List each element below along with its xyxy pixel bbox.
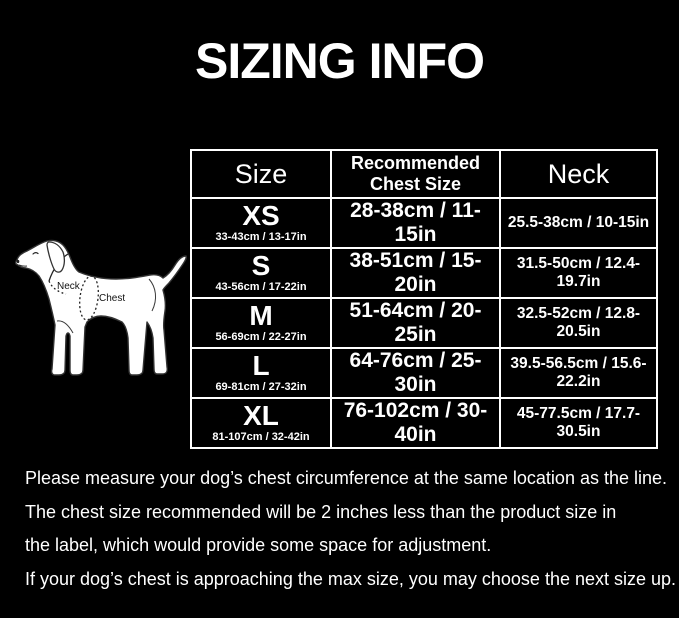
dog-measurement-illustration: Neck Chest	[13, 239, 189, 380]
note-line: If your dog’s chest is approaching the m…	[25, 568, 677, 589]
measurement-notes: Please measure your dog’s chest circumfe…	[25, 462, 677, 596]
size-cell: XL 81-107cm / 32-42in	[190, 397, 332, 449]
dog-thigh-line	[148, 278, 157, 312]
size-cell: S 43-56cm / 17-22in	[190, 247, 332, 299]
dog-shoulder-line	[56, 320, 74, 334]
table-row-m: M 56-69cm / 22-27in 51-64cm / 20-25in 32…	[190, 297, 658, 349]
dog-eye	[32, 252, 39, 255]
size-value: XL	[243, 400, 279, 431]
neck-cell: 45-77.5cm / 17.7-30.5in	[499, 397, 658, 449]
size-range: 33-43cm / 13-17in	[215, 231, 307, 243]
size-range: 43-56cm / 17-22in	[215, 281, 307, 293]
table-header-row: Size Recommended Chest Size Neck	[190, 149, 658, 199]
table-row-xs: XS 33-43cm / 13-17in 28-38cm / 11-15in 2…	[190, 197, 658, 249]
neck-cell: 31.5-50cm / 12.4-19.7in	[499, 247, 658, 299]
chest-cell: 76-102cm / 30-40in	[330, 397, 501, 449]
note-line: Please measure your dog’s chest circumfe…	[25, 468, 668, 488]
dog-ear	[46, 241, 66, 273]
neck-cell: 39.5-56.5cm / 15.6-22.2in	[499, 347, 658, 399]
header-size: Size	[190, 149, 332, 199]
dog-illustration-svg: Neck Chest	[14, 239, 187, 376]
table-row-l: L 69-81cm / 27-32in 64-76cm / 25-30in 39…	[190, 347, 658, 399]
size-range: 56-69cm / 22-27in	[215, 331, 307, 343]
neck-cell: 32.5-52cm / 12.8-20.5in	[499, 297, 658, 349]
dog-body-silhouette	[14, 239, 187, 376]
table-row-xl: XL 81-107cm / 32-42in 76-102cm / 30-40in…	[190, 397, 658, 449]
note-line: the label, which would provide some spac…	[25, 535, 492, 555]
chest-cell: 51-64cm / 20-25in	[330, 297, 501, 349]
note-line: The chest size recommended will be 2 inc…	[25, 501, 617, 522]
chest-cell: 38-51cm / 15-20in	[330, 247, 501, 299]
size-cell: L 69-81cm / 27-32in	[190, 347, 332, 399]
size-value: L	[252, 350, 270, 381]
sizing-table: Size Recommended Chest Size Neck XS 33-4…	[190, 149, 658, 449]
header-chest: Recommended Chest Size	[330, 149, 501, 199]
size-value: XS	[242, 200, 280, 231]
chest-cell: 28-38cm / 11-15in	[330, 197, 501, 249]
chest-measure-ellipse	[79, 275, 99, 321]
size-value: M	[249, 300, 273, 331]
chest-cell: 64-76cm / 25-30in	[330, 347, 501, 399]
dog-mouth-line	[18, 264, 28, 267]
size-range: 69-81cm / 27-32in	[215, 381, 307, 393]
neck-label: Neck	[57, 281, 81, 292]
table-row-s: S 43-56cm / 17-22in 38-51cm / 15-20in 31…	[190, 247, 658, 299]
chest-label: Chest	[99, 293, 125, 304]
size-cell: XS 33-43cm / 13-17in	[190, 197, 332, 249]
size-cell: M 56-69cm / 22-27in	[190, 297, 332, 349]
neck-cell: 25.5-38cm / 10-15in	[499, 197, 658, 249]
dog-nose-icon	[16, 259, 20, 264]
size-range: 81-107cm / 32-42in	[212, 431, 310, 443]
page-title: SIZING INFO	[195, 33, 485, 89]
size-value: S	[251, 250, 271, 281]
header-neck: Neck	[499, 149, 658, 199]
